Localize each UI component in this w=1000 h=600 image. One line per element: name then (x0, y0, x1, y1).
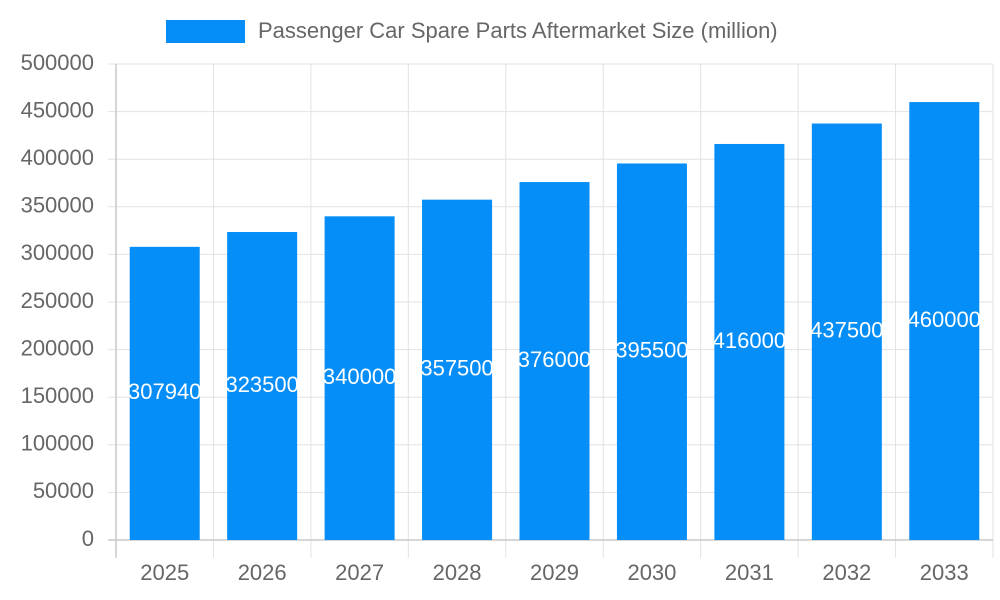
bar (616, 163, 687, 540)
data-label: 307940 (128, 379, 201, 404)
data-label: 460000 (908, 307, 981, 332)
y-tick-label: 450000 (21, 97, 94, 122)
x-tick-label: 2031 (725, 560, 774, 585)
y-tick-label: 0 (82, 526, 94, 551)
bar (519, 182, 590, 540)
y-tick-label: 200000 (21, 335, 94, 360)
data-label: 340000 (323, 364, 396, 389)
data-label: 437500 (810, 318, 883, 343)
data-label: 357500 (420, 356, 493, 381)
bar (909, 102, 980, 540)
y-tick-label: 250000 (21, 288, 94, 313)
bar (714, 143, 785, 540)
y-tick-label: 400000 (21, 145, 94, 170)
x-tick-label: 2026 (238, 560, 287, 585)
x-tick-label: 2033 (920, 560, 969, 585)
x-tick-label: 2028 (433, 560, 482, 585)
y-tick-label: 150000 (21, 383, 94, 408)
y-tick-label: 100000 (21, 431, 94, 456)
bar (129, 246, 200, 540)
x-tick-label: 2027 (335, 560, 384, 585)
x-tick-label: 2025 (140, 560, 189, 585)
bar (811, 123, 882, 540)
data-label: 416000 (713, 328, 786, 353)
legend-swatch (166, 20, 245, 43)
legend-label: Passenger Car Spare Parts Aftermarket Si… (258, 18, 778, 43)
y-tick-label: 500000 (21, 50, 94, 75)
bar (324, 216, 395, 540)
x-tick-label: 2032 (822, 560, 871, 585)
data-label: 395500 (615, 338, 688, 363)
x-tick-label: 2030 (627, 560, 676, 585)
bar (227, 232, 298, 540)
data-label: 323500 (225, 372, 298, 397)
bar (422, 199, 493, 540)
y-tick-label: 50000 (33, 478, 94, 503)
data-label: 376000 (518, 347, 591, 372)
y-tick-label: 350000 (21, 193, 94, 218)
y-tick-label: 300000 (21, 240, 94, 265)
x-tick-label: 2029 (530, 560, 579, 585)
